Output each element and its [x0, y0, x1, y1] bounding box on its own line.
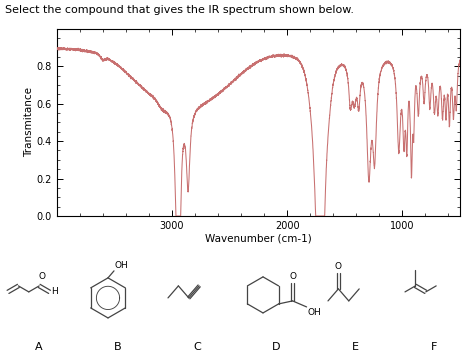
- Text: E: E: [352, 342, 358, 352]
- X-axis label: Wavenumber (cm-1): Wavenumber (cm-1): [205, 234, 312, 244]
- Text: C: C: [193, 342, 201, 352]
- Text: H: H: [52, 287, 58, 296]
- Text: A: A: [35, 342, 43, 352]
- Text: O: O: [289, 272, 296, 281]
- Text: F: F: [431, 342, 437, 352]
- Text: B: B: [114, 342, 122, 352]
- Text: O: O: [39, 272, 46, 281]
- Text: O: O: [335, 262, 342, 271]
- Text: Select the compound that gives the IR spectrum shown below.: Select the compound that gives the IR sp…: [5, 5, 354, 15]
- Y-axis label: Transmitance: Transmitance: [24, 87, 34, 157]
- Text: D: D: [272, 342, 280, 352]
- Text: OH: OH: [115, 261, 129, 270]
- Text: OH: OH: [308, 308, 321, 317]
